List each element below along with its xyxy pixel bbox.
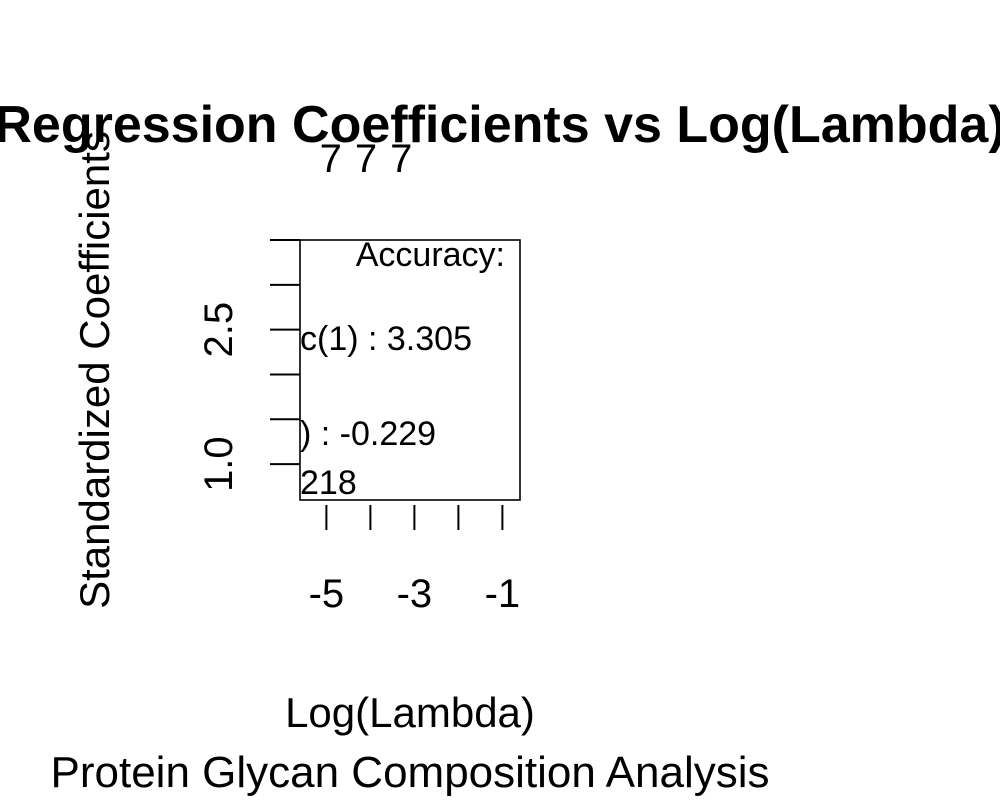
top-axis-label: 7 [390,137,412,181]
legend-entry: c(1) : 3.305 [300,320,472,358]
chart-title: Regression Coefficients vs Log(Lambda) [0,96,1000,154]
legend: Accuracy: c(1) : 3.305 ) : -0.229 218 [300,236,505,502]
y-axis-label: Standardized Coefficients [71,131,118,609]
legend-entry: ) : -0.229 [300,415,436,453]
x-axis: -5 -3 -1 [309,505,521,616]
top-axis-label: 7 [355,137,377,181]
top-axis-label: 7 [320,137,342,181]
x-axis-label: Log(Lambda) [285,689,535,736]
plot-frame [299,239,521,501]
x-tick-label: -1 [485,572,521,616]
legend-entry: 218 [300,464,357,502]
y-tick-label: 2.5 [197,302,241,358]
y-axis: 1.0 2.5 [197,239,300,492]
x-tick-label: -5 [309,572,345,616]
legend-title: Accuracy: [356,236,505,274]
y-tick-label: 1.0 [197,436,241,492]
x-tick-label: -3 [397,572,433,616]
chart-subtitle: Protein Glycan Composition Analysis [51,748,770,797]
